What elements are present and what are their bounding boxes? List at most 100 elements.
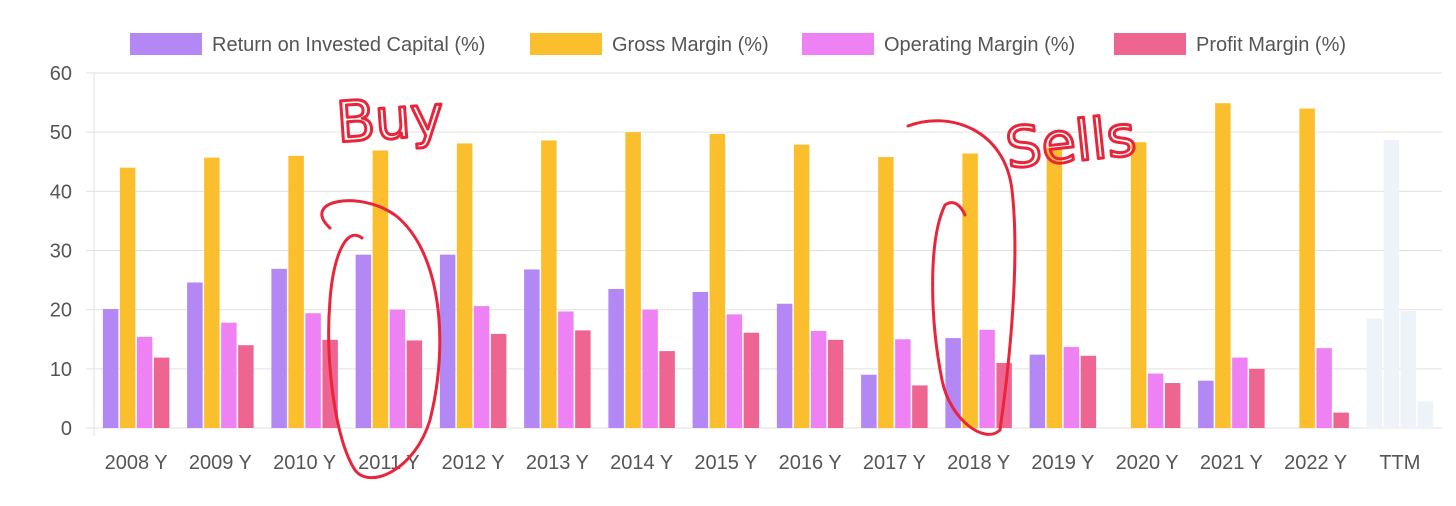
x-tick-label: 2008 Y xyxy=(105,452,168,474)
bar-group xyxy=(1299,108,1349,429)
bar[interactable] xyxy=(1232,357,1248,428)
bar[interactable] xyxy=(1198,380,1214,428)
bar[interactable] xyxy=(776,303,793,428)
x-tick-label: 2022 Y xyxy=(1284,452,1347,474)
bar[interactable] xyxy=(642,309,658,428)
bar[interactable] xyxy=(1316,348,1332,428)
bar-group xyxy=(608,132,675,428)
bar[interactable] xyxy=(743,332,760,428)
legend-item[interactable]: Profit Margin (%) xyxy=(1114,33,1346,56)
bar[interactable] xyxy=(1080,355,1097,428)
bar[interactable] xyxy=(895,339,911,428)
bar[interactable] xyxy=(541,140,557,428)
bar[interactable] xyxy=(119,167,136,428)
bar[interactable] xyxy=(575,330,591,428)
bar[interactable] xyxy=(490,333,507,428)
bar[interactable] xyxy=(979,329,995,428)
bar[interactable] xyxy=(1147,373,1164,428)
bar-group xyxy=(692,133,760,429)
x-tick-label: 2013 Y xyxy=(526,452,589,474)
bar[interactable] xyxy=(912,385,928,428)
bar-group xyxy=(271,155,338,429)
x-tick-label: 2015 Y xyxy=(694,452,757,474)
legend-item[interactable]: Gross Margin (%) xyxy=(530,33,769,56)
bar[interactable] xyxy=(1063,346,1080,428)
legend-item[interactable]: Operating Margin (%) xyxy=(802,33,1075,56)
y-tick-label: 0 xyxy=(61,418,72,440)
legend[interactable]: Return on Invested Capital (%) Gross Marg… xyxy=(130,33,1346,56)
legend-swatch xyxy=(530,33,602,55)
bar[interactable] xyxy=(1215,103,1231,429)
bar-group xyxy=(861,157,928,428)
bar[interactable] xyxy=(1046,147,1063,429)
bar[interactable] xyxy=(1417,401,1434,428)
bar[interactable] xyxy=(288,155,304,429)
bar[interactable] xyxy=(1333,412,1349,428)
x-tick-label: 2018 Y xyxy=(947,452,1010,474)
x-tick-label: 2019 Y xyxy=(1031,452,1094,474)
bar[interactable] xyxy=(827,339,844,428)
y-tick-label: 20 xyxy=(50,300,72,322)
y-axis-tick-labels: 0 10 20 30 40 50 60 xyxy=(50,63,72,440)
bar[interactable] xyxy=(524,269,540,428)
bar[interactable] xyxy=(102,309,119,428)
bar[interactable] xyxy=(439,254,456,428)
bar[interactable] xyxy=(793,144,810,428)
bar[interactable] xyxy=(962,153,978,428)
bar[interactable] xyxy=(271,268,287,428)
annotation-sells-circle xyxy=(906,119,1017,436)
bar[interactable] xyxy=(355,254,372,428)
bar-group xyxy=(945,153,1012,428)
bar[interactable] xyxy=(945,338,961,428)
bar-group xyxy=(524,140,591,428)
bar[interactable] xyxy=(709,133,726,429)
bar[interactable] xyxy=(1130,142,1147,428)
y-tick-label: 50 xyxy=(50,122,72,144)
x-axis-tick-labels: 2008 Y 2009 Y 2010 Y 2011 Y 2012 Y 2013 Y 2014… xyxy=(105,452,1421,474)
bar[interactable] xyxy=(558,311,574,428)
bar-group xyxy=(1130,142,1181,428)
bar-group xyxy=(776,144,844,428)
x-tick-label: 2009 Y xyxy=(189,452,252,474)
bar[interactable] xyxy=(136,336,153,428)
bar[interactable] xyxy=(389,309,406,428)
bar[interactable] xyxy=(1299,108,1315,429)
bar[interactable] xyxy=(204,157,220,428)
bar[interactable] xyxy=(861,374,877,428)
bar[interactable] xyxy=(221,322,237,428)
y-tick-label: 30 xyxy=(50,241,72,263)
legend-swatch xyxy=(1114,33,1186,55)
bar-group xyxy=(1198,103,1265,429)
bar[interactable] xyxy=(372,150,389,428)
bar[interactable] xyxy=(692,291,709,428)
annotation-buy: Buy xyxy=(320,82,447,480)
bar[interactable] xyxy=(810,330,827,428)
x-tick-label: 2011 Y xyxy=(358,452,420,474)
bar[interactable] xyxy=(878,157,894,428)
bar[interactable] xyxy=(406,340,423,428)
bar[interactable] xyxy=(1366,318,1383,428)
bar[interactable] xyxy=(153,357,170,428)
bar[interactable] xyxy=(305,313,321,428)
bar[interactable] xyxy=(238,345,254,428)
bar[interactable] xyxy=(456,143,473,429)
bar[interactable] xyxy=(1164,383,1181,428)
bar[interactable] xyxy=(659,351,675,428)
bar[interactable] xyxy=(625,132,641,428)
annotation-sells-text: Sells xyxy=(1003,104,1139,182)
x-tick-label: 2016 Y xyxy=(779,452,842,474)
bars xyxy=(102,103,1434,429)
y-tick-label: 40 xyxy=(50,181,72,203)
bar[interactable] xyxy=(726,314,743,428)
bar[interactable] xyxy=(1400,310,1417,428)
bar[interactable] xyxy=(473,306,490,428)
bar[interactable] xyxy=(1383,139,1400,428)
legend-item[interactable]: Return on Invested Capital (%) xyxy=(130,33,485,56)
bar[interactable] xyxy=(1249,368,1265,428)
bar[interactable] xyxy=(187,282,203,428)
y-tick-label: 60 xyxy=(50,63,72,85)
bar[interactable] xyxy=(608,288,624,428)
legend-label: Return on Invested Capital (%) xyxy=(212,34,485,56)
x-tick-label: 2020 Y xyxy=(1116,452,1179,474)
bar[interactable] xyxy=(1029,354,1046,428)
